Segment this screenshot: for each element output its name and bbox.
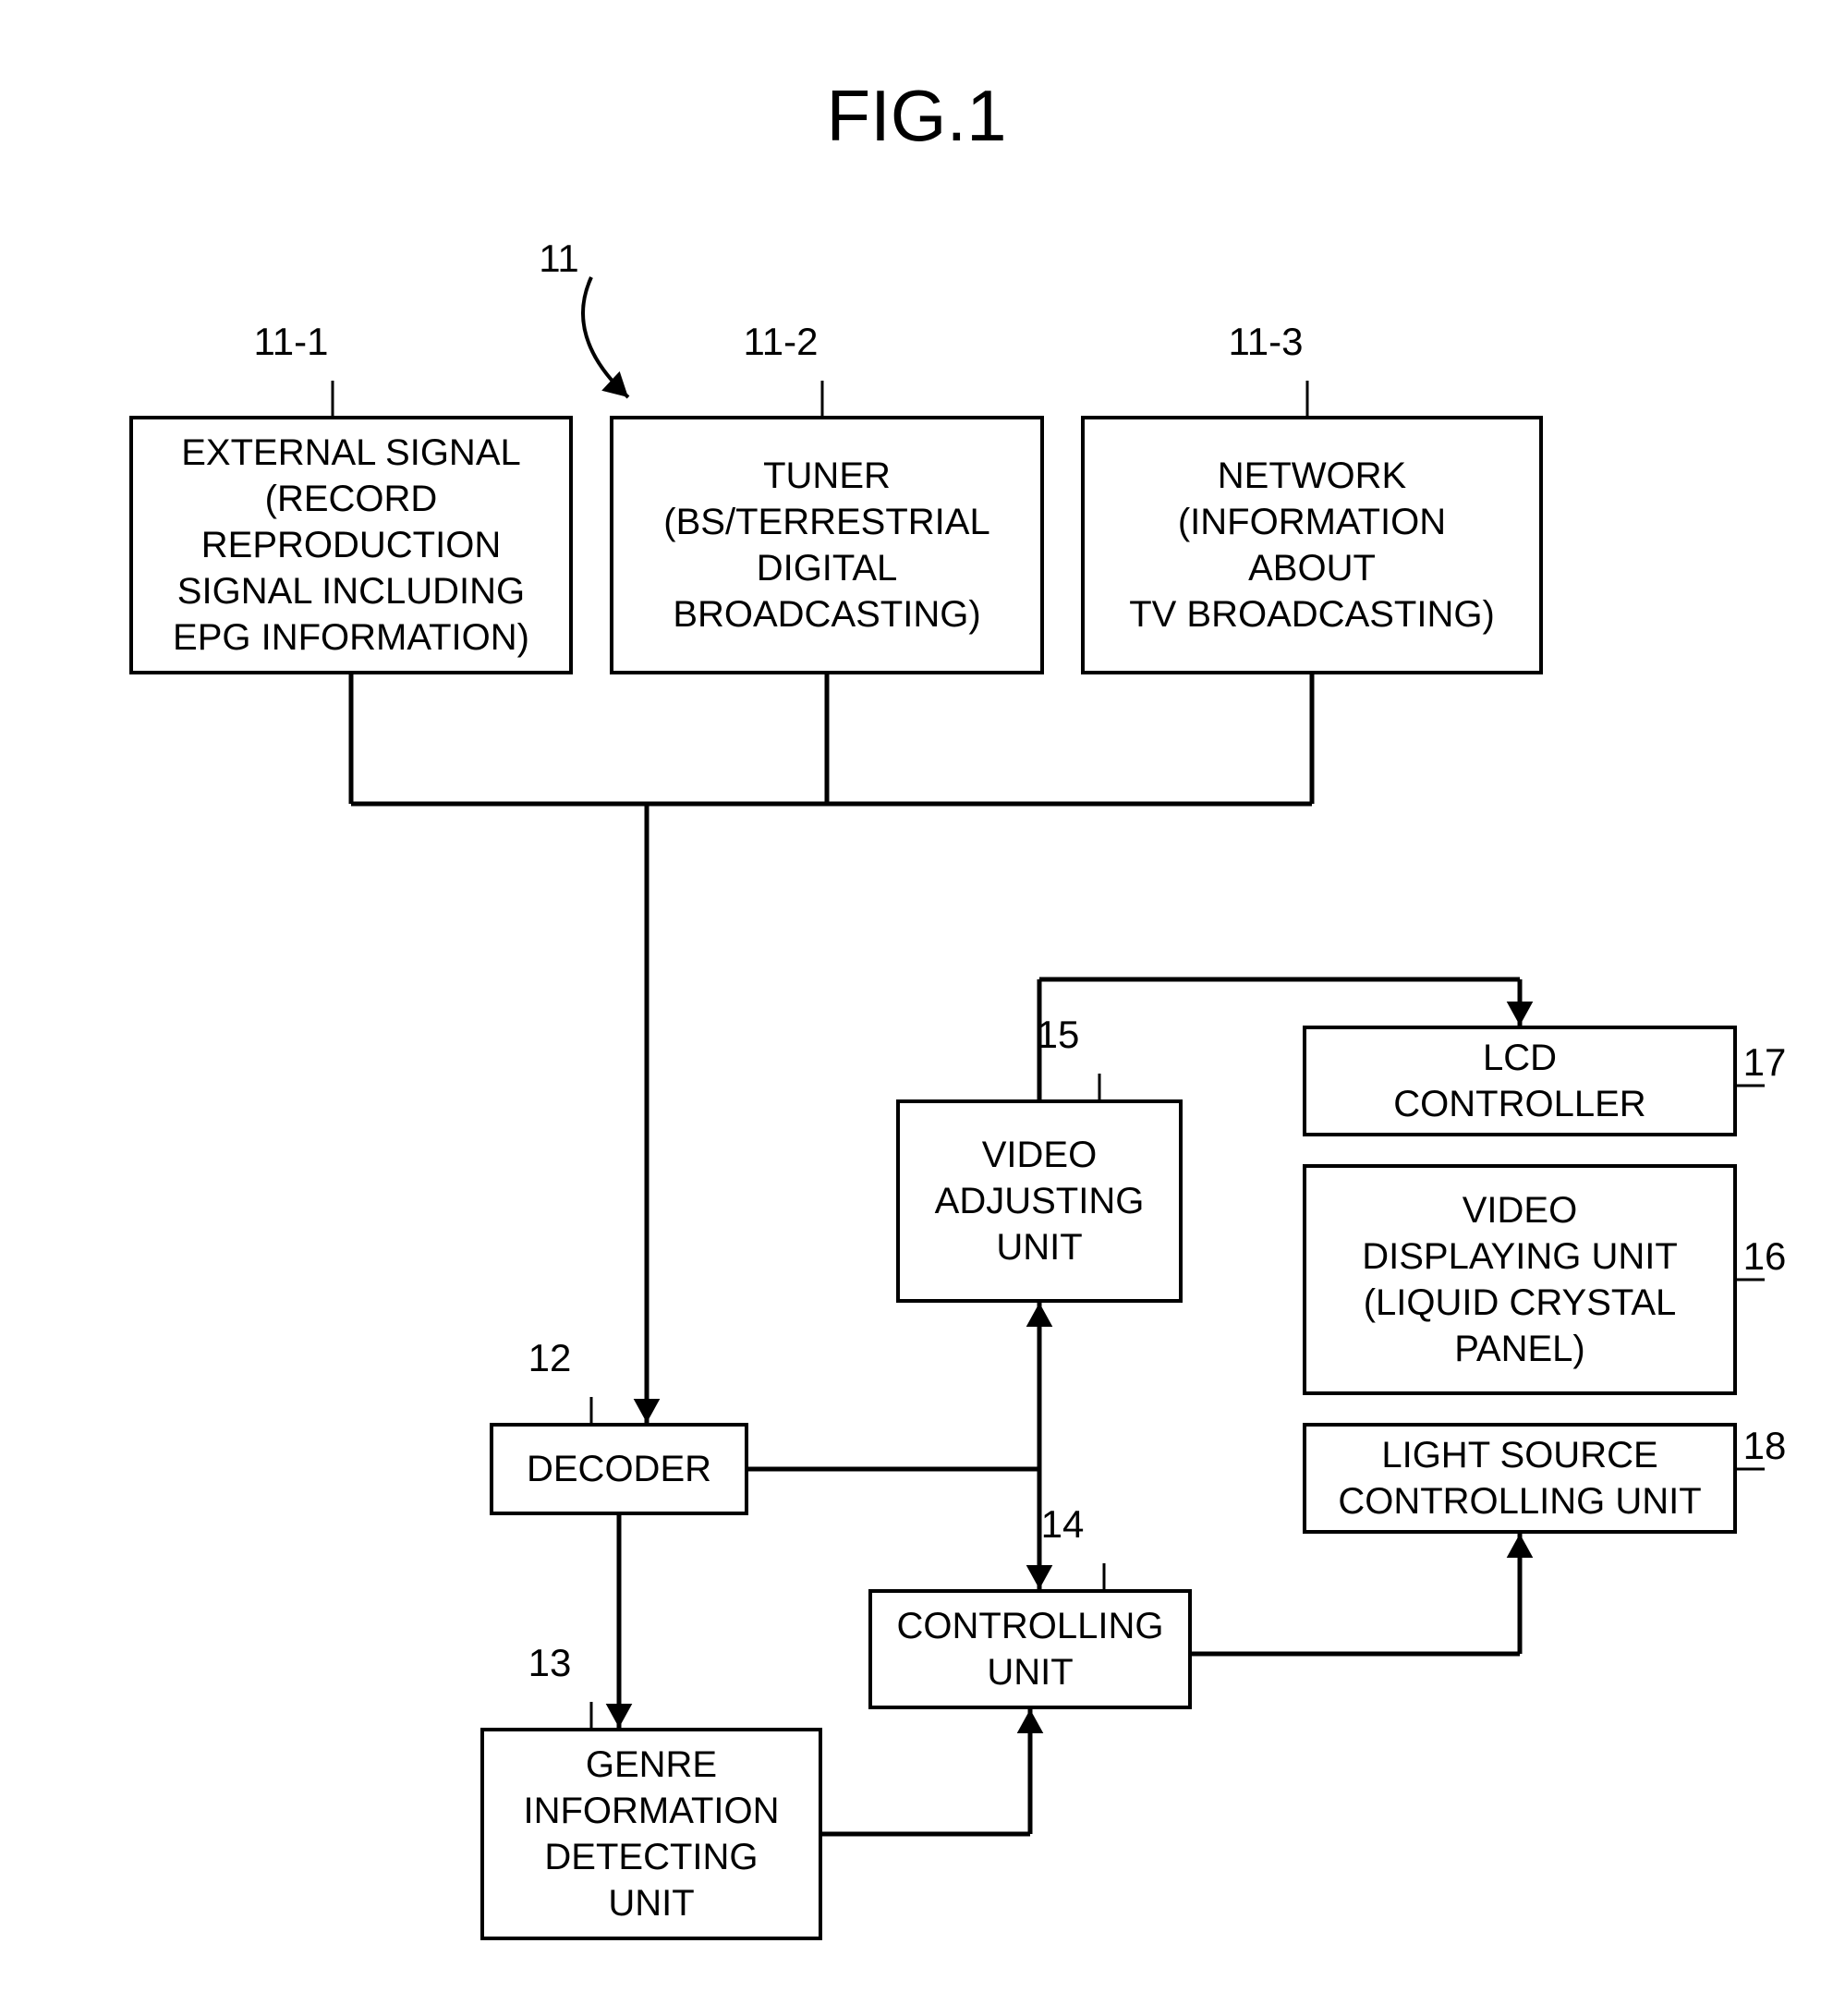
node-text: LIGHT SOURCECONTROLLING UNIT [1338, 1432, 1701, 1524]
node-decoder: DECODER [490, 1423, 748, 1515]
ref-11-3: 11-3 [1210, 320, 1321, 364]
node-controlling-unit: CONTROLLINGUNIT [868, 1589, 1192, 1709]
node-video-display: VIDEODISPLAYING UNIT(LIQUID CRYSTALPANEL… [1303, 1164, 1737, 1395]
node-text: GENREINFORMATIONDETECTINGUNIT [523, 1742, 779, 1926]
node-text: EXTERNAL SIGNAL(RECORDREPRODUCTIONSIGNAL… [173, 430, 529, 661]
node-external-signal: EXTERNAL SIGNAL(RECORDREPRODUCTIONSIGNAL… [129, 416, 573, 674]
ref-12: 12 [494, 1336, 605, 1380]
node-tuner: TUNER(BS/TERRESTRIALDIGITALBROADCASTING) [610, 416, 1044, 674]
node-text: TUNER(BS/TERRESTRIALDIGITALBROADCASTING) [663, 453, 989, 638]
node-video-adjusting: VIDEOADJUSTINGUNIT [896, 1099, 1183, 1303]
figure-title: FIG.1 [0, 74, 1833, 158]
node-lcd-controller: LCDCONTROLLER [1303, 1026, 1737, 1136]
ref-11-1: 11-1 [236, 320, 346, 364]
node-text: VIDEODISPLAYING UNIT(LIQUID CRYSTALPANEL… [1362, 1187, 1678, 1372]
node-genre-info: GENREINFORMATIONDETECTINGUNIT [480, 1728, 822, 1940]
ref-main: 11 [504, 237, 614, 281]
node-text: LCDCONTROLLER [1393, 1035, 1645, 1127]
node-text: VIDEOADJUSTINGUNIT [935, 1132, 1145, 1270]
ref-15: 15 [1002, 1013, 1113, 1057]
ref-13: 13 [494, 1641, 605, 1685]
node-network: NETWORK(INFORMATIONABOUTTV BROADCASTING) [1081, 416, 1543, 674]
ref-11-2: 11-2 [725, 320, 836, 364]
node-text: CONTROLLINGUNIT [897, 1603, 1164, 1695]
ref-14: 14 [1007, 1502, 1118, 1547]
node-text: DECODER [527, 1446, 711, 1492]
diagram-svg [0, 0, 1833, 2016]
node-text: NETWORK(INFORMATIONABOUTTV BROADCASTING) [1129, 453, 1495, 638]
node-light-source: LIGHT SOURCECONTROLLING UNIT [1303, 1423, 1737, 1534]
